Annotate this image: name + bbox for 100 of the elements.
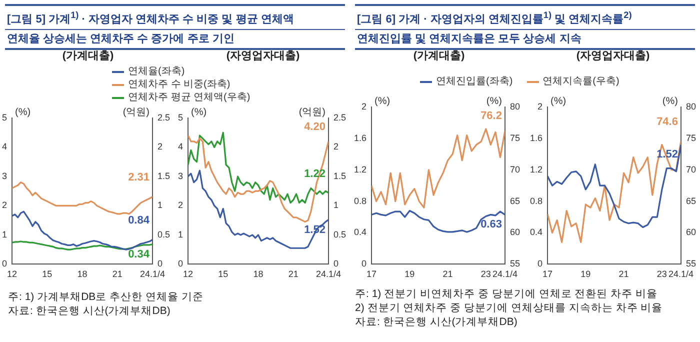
y-tick-label: 1.6 <box>530 132 543 143</box>
y-tick-label: 5 <box>178 112 184 122</box>
x-tick-label: 24.1/4 <box>140 269 166 280</box>
data-label: 0.34 <box>128 248 150 260</box>
y2-tick-label: 55 <box>510 258 520 269</box>
y2-tick-label: 1.5 <box>157 170 170 181</box>
y2-tick-label: 2.5 <box>333 112 346 122</box>
y-tick-label: 0 <box>178 258 184 269</box>
chart-title: [그림 5] 가계$^{1)}$ · 자영업자 연체차주 수 비중 및 평균 연체액 <box>5 6 345 30</box>
x-tick-label: 23 <box>480 269 491 280</box>
y2-tick-label: 1 <box>157 200 163 210</box>
x-tick-label: 17 <box>366 269 377 280</box>
y-tick-label: 5 <box>2 112 8 122</box>
y-tick-label: 0.4 <box>530 227 543 238</box>
text: 2) 전분기 연체차주 중 당분기에 연체상태를 지속하는 차주 비율 <box>355 301 663 315</box>
x-tick-label: 12 <box>7 269 18 280</box>
y-tick-label: 1 <box>178 229 184 240</box>
text: 자료: 한국은행 시산(가계부채DB) <box>355 315 518 329</box>
y-tick-label: 2 <box>361 101 367 112</box>
y2-tick-label: 0.5 <box>333 229 346 240</box>
x-tick-label: 24.1/4 <box>668 269 694 280</box>
data-label: 0.63 <box>480 218 502 231</box>
y-tick-label: 4 <box>178 142 184 152</box>
y-tick-label: 0 <box>361 258 367 269</box>
legend-label: 연체차주 수 비중(좌축) <box>128 79 230 91</box>
y2-tick-label: 70 <box>686 164 696 174</box>
y2-tick-label: 0 <box>333 258 339 269</box>
x-tick-label: 15 <box>42 269 52 280</box>
legend-label: 연체진입률(좌축) <box>436 76 513 88</box>
y-tick-label: 2 <box>178 200 184 210</box>
y2-tick-label: 55 <box>686 258 696 269</box>
y2-tick-label: 65 <box>686 196 696 206</box>
y2-tick-label: 70 <box>510 164 520 174</box>
y-tick-label: 1.6 <box>354 132 367 143</box>
y-tick-label: 0.4 <box>354 227 367 238</box>
y2-tick-label: 80 <box>510 101 520 112</box>
y-tick-label: 1.2 <box>354 164 367 174</box>
text: (가계대출) <box>61 49 115 63</box>
y-tick-label: 0.8 <box>354 196 367 206</box>
data-label: 76.2 <box>480 110 502 122</box>
y2-axis-title: (%) <box>662 96 678 107</box>
text: (자영업자대출) <box>575 49 651 63</box>
y2-tick-label: 0.5 <box>157 229 170 240</box>
y-axis-title: (%) <box>15 107 31 118</box>
x-tick-label: 23 <box>656 269 667 280</box>
y-axis-title: (%) <box>191 107 207 118</box>
text: 주: 1) 가계부채DB로 추산한 연체율 기준 <box>8 290 204 304</box>
data-label: 74.6 <box>656 116 678 128</box>
y-tick-label: 3 <box>2 170 8 181</box>
x-tick-label: 21 <box>112 269 122 280</box>
y-tick-label: 0 <box>537 258 543 269</box>
chart-title: [그림 6] 가계 · 자영업자의 연체진입률$^{1)}$ 및 연체지속률$^{2)}$ <box>355 6 695 30</box>
y2-tick-label: 1.5 <box>333 170 346 181</box>
y-tick-label: 2 <box>537 101 543 112</box>
x-tick-label: 12 <box>183 269 194 280</box>
x-tick-label: 21 <box>288 269 298 280</box>
y2-axis-title: (%) <box>486 96 502 107</box>
y-axis-title: (%) <box>550 96 566 107</box>
y2-tick-label: 2 <box>157 142 163 152</box>
x-tick-label: 18 <box>77 269 88 280</box>
y-tick-label: 1 <box>2 229 8 240</box>
legend-label: 연체율(좌축) <box>128 66 185 78</box>
text: (자영업자대출) <box>225 49 301 63</box>
x-tick-label: 19 <box>404 269 415 280</box>
y2-tick-label: 1 <box>333 200 339 210</box>
data-label: 4.20 <box>304 121 326 133</box>
y-tick-label: 1.2 <box>530 164 543 174</box>
y2-tick-label: 80 <box>686 101 696 112</box>
x-tick-label: 18 <box>253 269 264 280</box>
x-tick-label: 24.1/4 <box>316 269 342 280</box>
data-label: 2.31 <box>128 172 150 184</box>
x-tick-label: 15 <box>218 269 228 280</box>
y2-tick-label: 60 <box>510 227 520 238</box>
text: 주: 1) 전분기 비연체차주 중 당분기에 연체로 전환된 차주 비율 <box>355 287 659 301</box>
y2-tick-label: 75 <box>686 132 696 143</box>
text: 자료: 한국은행 시산(가계부채DB) <box>8 304 172 318</box>
y-tick-label: 3 <box>178 170 184 181</box>
text: (가계대출) <box>412 49 466 63</box>
y-axis-title: (%) <box>374 96 390 107</box>
chart-subtitle: 연체진입률 및 연체지속률은 모두 상승세 지속 <box>356 32 582 47</box>
y2-tick-label: 2 <box>333 142 339 152</box>
x-tick-label: 17 <box>542 269 553 280</box>
x-tick-label: 19 <box>580 269 591 280</box>
legend-label: 연체지속률(우축) <box>542 76 620 88</box>
chart-subtitle: 연체율 상승세는 연체차주 수 증가에 주로 기인 <box>6 32 236 47</box>
y-tick-label: 0.8 <box>530 196 543 206</box>
y2-tick-label: 60 <box>686 227 696 238</box>
legend-label: 연체차주 평균 연체액(우축) <box>128 92 250 104</box>
y2-tick-label: 2.5 <box>157 112 170 122</box>
y-tick-label: 2 <box>2 200 8 210</box>
y-tick-label: 0 <box>2 258 8 269</box>
y2-tick-label: 65 <box>510 196 520 206</box>
x-tick-label: 21 <box>442 269 453 280</box>
y2-tick-label: 0 <box>157 258 163 269</box>
y2-axis-title: (억원) <box>122 107 150 118</box>
y-tick-label: 4 <box>2 142 8 152</box>
x-tick-label: 21 <box>618 269 629 280</box>
y2-tick-label: 75 <box>510 132 520 143</box>
data-label: 0.84 <box>128 214 150 227</box>
y2-axis-title: (억원) <box>298 107 326 118</box>
